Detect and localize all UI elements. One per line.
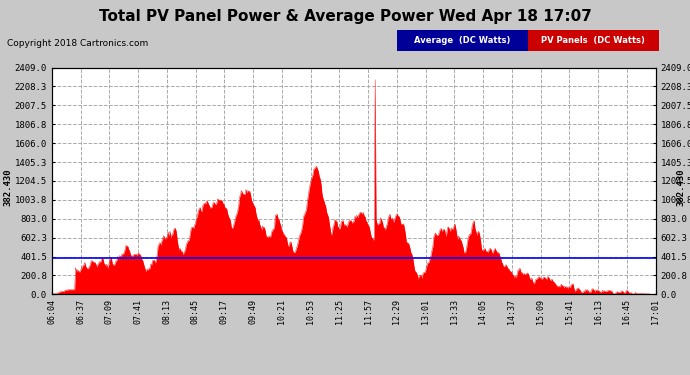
Text: PV Panels  (DC Watts): PV Panels (DC Watts)	[542, 36, 645, 45]
Text: Copyright 2018 Cartronics.com: Copyright 2018 Cartronics.com	[7, 39, 148, 48]
Text: 382.430: 382.430	[676, 169, 685, 206]
Text: 382.430: 382.430	[3, 169, 12, 206]
Text: Total PV Panel Power & Average Power Wed Apr 18 17:07: Total PV Panel Power & Average Power Wed…	[99, 9, 591, 24]
Text: Average  (DC Watts): Average (DC Watts)	[414, 36, 511, 45]
